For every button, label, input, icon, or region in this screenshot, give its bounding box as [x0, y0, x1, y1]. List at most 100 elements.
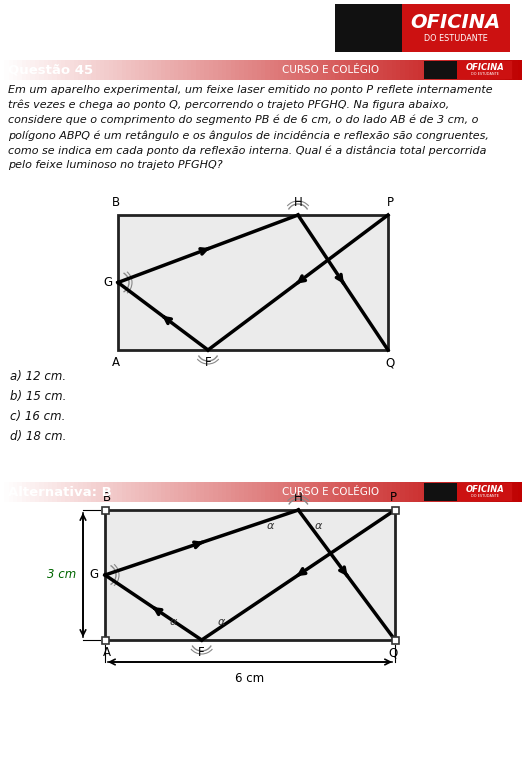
- Bar: [335, 482, 340, 502]
- Bar: [304, 482, 310, 502]
- Bar: [205, 482, 210, 502]
- Bar: [300, 60, 305, 80]
- Bar: [82, 60, 88, 80]
- Bar: [165, 482, 171, 502]
- Bar: [400, 482, 406, 502]
- Text: B: B: [112, 196, 120, 209]
- Bar: [309, 482, 314, 502]
- Bar: [13, 482, 18, 502]
- Bar: [383, 60, 388, 80]
- Bar: [244, 60, 249, 80]
- Bar: [187, 482, 193, 502]
- Bar: [405, 60, 410, 80]
- Bar: [17, 60, 23, 80]
- Bar: [87, 482, 92, 502]
- Bar: [48, 60, 53, 80]
- Bar: [317, 482, 323, 502]
- Bar: [470, 60, 475, 80]
- Text: A: A: [112, 356, 120, 369]
- Bar: [330, 482, 336, 502]
- Bar: [461, 482, 467, 502]
- Bar: [0, 60, 5, 80]
- Text: α: α: [267, 521, 274, 531]
- Bar: [296, 482, 301, 502]
- Bar: [265, 60, 271, 80]
- Bar: [440, 482, 445, 502]
- Bar: [183, 482, 188, 502]
- Bar: [78, 60, 84, 80]
- Bar: [444, 482, 449, 502]
- Bar: [91, 60, 97, 80]
- Bar: [4, 482, 10, 502]
- Bar: [196, 60, 201, 80]
- Bar: [453, 482, 458, 502]
- Bar: [87, 60, 92, 80]
- Bar: [409, 60, 414, 80]
- Bar: [474, 482, 480, 502]
- Text: CURSO E COLÉGIO: CURSO E COLÉGIO: [282, 487, 379, 497]
- Bar: [244, 482, 249, 502]
- Bar: [161, 482, 167, 502]
- Bar: [274, 482, 279, 502]
- Bar: [378, 482, 384, 502]
- Text: d) 18 cm.: d) 18 cm.: [10, 430, 66, 443]
- Bar: [400, 60, 406, 80]
- Bar: [392, 482, 397, 502]
- Bar: [126, 482, 132, 502]
- Bar: [509, 482, 514, 502]
- Text: G: G: [90, 569, 99, 581]
- Text: P: P: [389, 491, 397, 504]
- Bar: [104, 60, 110, 80]
- Text: OFICINA: OFICINA: [465, 64, 504, 72]
- Text: DO ESTUDANTE: DO ESTUDANTE: [471, 494, 499, 498]
- Bar: [78, 482, 84, 502]
- Bar: [239, 482, 245, 502]
- Bar: [96, 482, 101, 502]
- Bar: [492, 482, 497, 502]
- Bar: [457, 482, 462, 502]
- Bar: [457, 61, 512, 79]
- Bar: [91, 482, 97, 502]
- Bar: [252, 60, 258, 80]
- Bar: [283, 482, 288, 502]
- Bar: [335, 60, 340, 80]
- Bar: [82, 482, 88, 502]
- Bar: [487, 482, 493, 502]
- Bar: [287, 60, 292, 80]
- Bar: [239, 60, 245, 80]
- Text: Questão 45: Questão 45: [8, 64, 93, 77]
- Bar: [130, 482, 136, 502]
- Bar: [422, 60, 428, 80]
- Bar: [144, 482, 149, 502]
- Bar: [287, 482, 292, 502]
- Bar: [466, 60, 471, 80]
- Bar: [396, 482, 401, 502]
- Bar: [330, 60, 336, 80]
- Bar: [444, 60, 449, 80]
- Bar: [483, 60, 488, 80]
- Bar: [139, 60, 145, 80]
- Bar: [9, 60, 14, 80]
- Bar: [56, 482, 62, 502]
- Bar: [352, 482, 358, 502]
- Bar: [148, 482, 153, 502]
- Text: H: H: [294, 491, 303, 504]
- Text: b) 15 cm.: b) 15 cm.: [10, 390, 66, 403]
- Bar: [231, 482, 236, 502]
- Bar: [383, 482, 388, 502]
- Bar: [370, 60, 375, 80]
- Bar: [222, 60, 227, 80]
- Bar: [170, 482, 175, 502]
- Bar: [157, 482, 162, 502]
- Bar: [352, 60, 358, 80]
- Bar: [278, 60, 284, 80]
- Bar: [222, 482, 227, 502]
- Bar: [65, 60, 70, 80]
- Text: OFICINA: OFICINA: [411, 12, 501, 32]
- Bar: [100, 482, 105, 502]
- Bar: [165, 60, 171, 80]
- Bar: [200, 482, 206, 502]
- Bar: [109, 60, 114, 80]
- Text: Alternativa: B: Alternativa: B: [8, 486, 112, 498]
- Text: Q: Q: [388, 646, 398, 659]
